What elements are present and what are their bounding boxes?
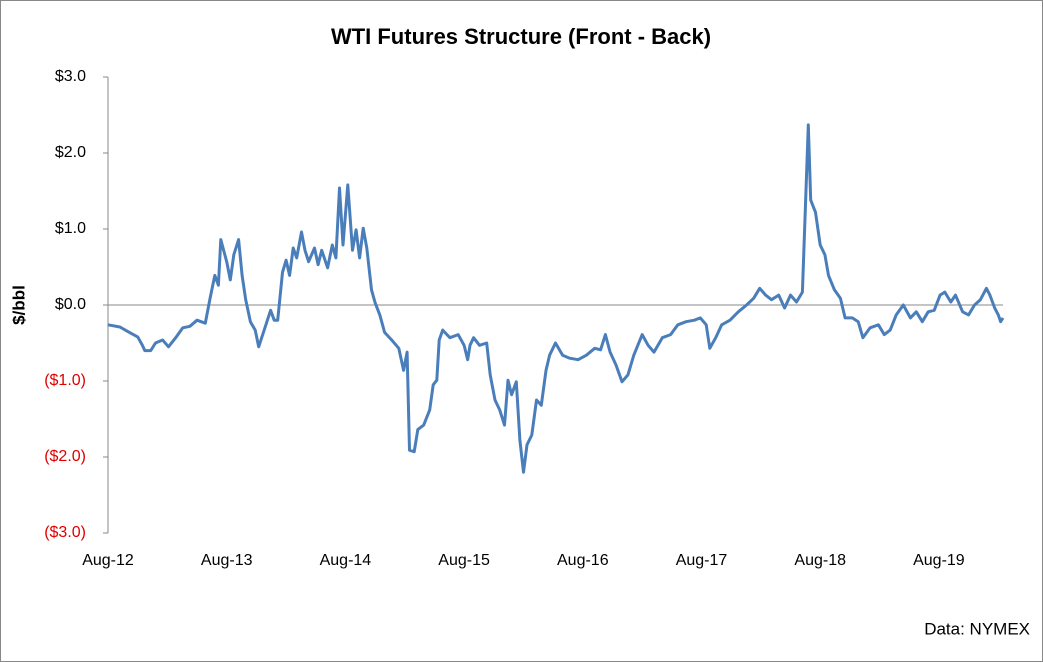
source-note: Data: NYMEX — [924, 619, 1030, 638]
x-tick-label: Aug-13 — [201, 552, 253, 569]
y-axis-label: $/bbl — [9, 285, 28, 325]
y-tick-label: ($1.0) — [44, 372, 86, 389]
x-tick-label: Aug-17 — [676, 552, 728, 569]
x-tick-label: Aug-14 — [320, 552, 372, 569]
y-tick-label: $0.0 — [55, 296, 86, 313]
x-tick-label: Aug-18 — [794, 552, 846, 569]
x-tick-label: Aug-12 — [82, 552, 134, 569]
y-tick-label: ($2.0) — [44, 448, 86, 465]
x-tick-label: Aug-16 — [557, 552, 609, 569]
x-tick-label: Aug-15 — [438, 552, 490, 569]
y-tick-label: $2.0 — [55, 144, 86, 161]
y-tick-label: $1.0 — [55, 220, 86, 237]
y-tick-label: ($3.0) — [44, 524, 86, 541]
chart-title: WTI Futures Structure (Front - Back) — [331, 24, 711, 49]
y-tick-label: $3.0 — [55, 68, 86, 85]
x-tick-label: Aug-19 — [913, 552, 965, 569]
data-line — [107, 123, 1005, 474]
